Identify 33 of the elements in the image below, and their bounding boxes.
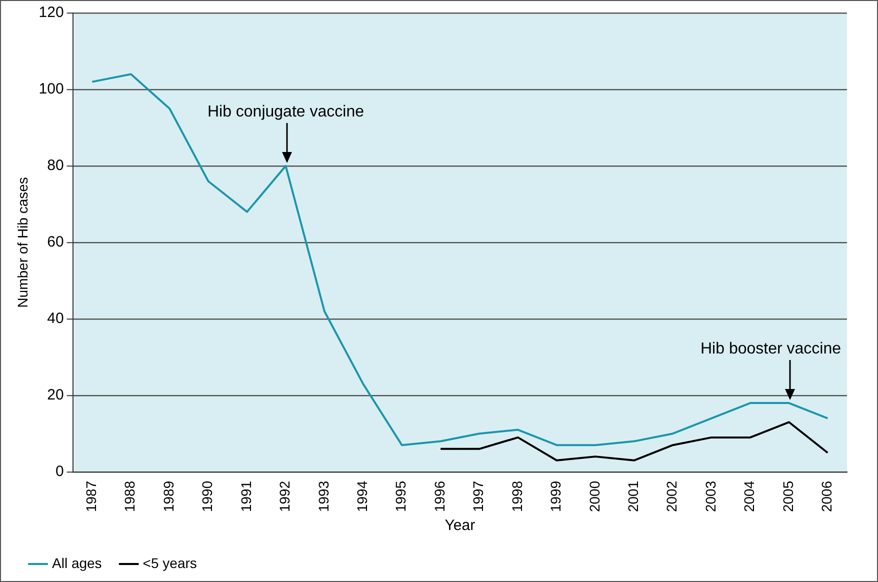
y-tick-label: 40 [47, 310, 64, 328]
x-tick-label: 1993 [315, 480, 332, 512]
y-tick-label: 80 [47, 157, 64, 174]
annotation: Hib booster vaccine [700, 340, 842, 358]
legend-label: All ages [52, 554, 102, 571]
x-tick-label: 1999 [548, 480, 564, 512]
x-tick-label: 2000 [586, 480, 602, 512]
annotation: Hib conjugate vaccine [207, 103, 364, 120]
y-tick-label: 20 [47, 386, 64, 404]
y-tick-label: 60 [47, 234, 64, 251]
x-tick-label: 1995 [392, 480, 409, 512]
x-tick-label: 2005 [780, 480, 796, 512]
x-tick-label: 2004 [741, 480, 758, 512]
x-tick-label: 1990 [199, 480, 216, 512]
x-axis-title: Year [444, 517, 476, 534]
y-tick-label: 100 [38, 80, 64, 98]
x-tick-label: 1996 [431, 480, 448, 512]
x-tick-label: 2003 [702, 480, 718, 512]
x-tick-label: 2006 [818, 480, 835, 512]
legend-label: <5 years [142, 554, 197, 571]
x-tick-label: 1988 [122, 480, 138, 512]
x-tick-label: 1998 [508, 480, 525, 512]
x-tick-label: 2002 [664, 480, 680, 512]
y-axis-title: Number of Hib cases [14, 177, 30, 308]
x-tick-label: 1991 [238, 480, 254, 512]
x-tick-label: 1989 [160, 480, 176, 512]
x-tick-label: 1997 [470, 480, 486, 512]
x-tick-label: 1992 [276, 480, 293, 512]
x-tick-label: 1987 [83, 480, 100, 512]
y-tick-label: 120 [38, 4, 64, 22]
x-tick-label: 1994 [354, 480, 370, 512]
x-tick-label: 2001 [624, 480, 641, 512]
y-tick-label: 0 [55, 462, 64, 480]
